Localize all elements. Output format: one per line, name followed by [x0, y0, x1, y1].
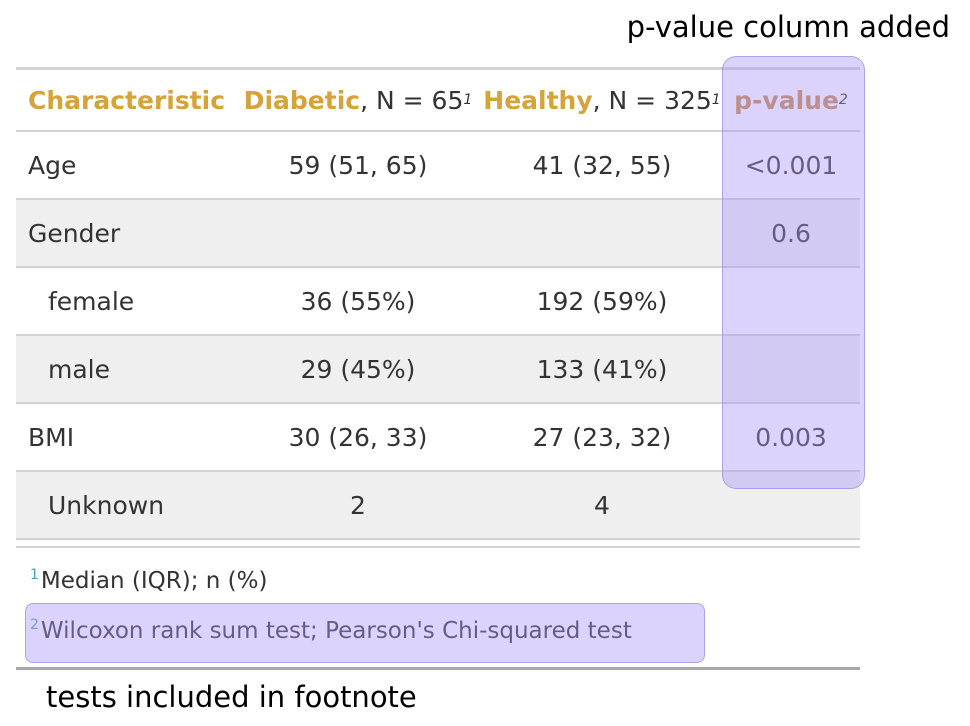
row-p-value: <0.001	[744, 150, 838, 180]
footnote-2: 2Wilcoxon rank sum test; Pearson's Chi-s…	[30, 618, 632, 644]
row-healthy-value: 133 (41%)	[536, 354, 668, 384]
row-label: male	[48, 354, 110, 384]
row-healthy-value: 41 (32, 55)	[532, 150, 672, 180]
header-diabetic-label: Diabetic	[243, 85, 361, 115]
footnote-1: 1Median (IQR); n (%)	[30, 568, 267, 594]
table-row: Age 59 (51, 65) 41 (32, 55) <0.001	[16, 132, 860, 200]
header-diabetic-n: , N = 65	[360, 85, 464, 115]
row-healthy-value: 192 (59%)	[536, 286, 668, 316]
row-p-value: 0.003	[755, 422, 827, 452]
footnote-highlight	[25, 603, 705, 663]
row-healthy-value: 27 (23, 32)	[532, 422, 672, 452]
table-final-rule	[16, 667, 860, 670]
row-diabetic-value: 29 (45%)	[300, 354, 416, 384]
row-label: BMI	[28, 422, 75, 452]
header-p-value-label: p-value	[734, 85, 839, 115]
row-label: Gender	[28, 218, 121, 248]
table-top-rule	[16, 67, 860, 70]
summary-table: Characteristic Diabetic, N = 65 1 Healthy…	[16, 70, 860, 540]
row-p-value: 0.6	[771, 218, 811, 248]
footnote-2-mark: 2	[30, 617, 39, 634]
row-diabetic-value: 59 (51, 65)	[288, 150, 428, 180]
row-healthy-value: 4	[594, 490, 610, 520]
row-diabetic-value: 2	[350, 490, 366, 520]
row-label: Unknown	[48, 490, 165, 520]
table-bottom-rule	[16, 546, 860, 548]
footnote-2-text: Wilcoxon rank sum test; Pearson's Chi-sq…	[40, 618, 632, 644]
header-characteristic-label: Characteristic	[28, 85, 226, 115]
header-diabetic: Diabetic, N = 65 1	[243, 85, 473, 115]
row-label: Age	[28, 150, 77, 180]
table-row: female 36 (55%) 192 (59%)	[16, 268, 860, 336]
annotation-p-value-column: p-value column added	[626, 10, 950, 44]
table-row: male 29 (45%) 133 (41%)	[16, 336, 860, 404]
header-healthy: Healthy, N = 325 1	[483, 85, 721, 115]
table-header-row: Characteristic Diabetic, N = 65 1 Healthy…	[16, 70, 860, 132]
header-characteristic: Characteristic	[28, 70, 225, 130]
row-diabetic-value: 36 (55%)	[300, 286, 416, 316]
row-diabetic-value	[238, 200, 478, 266]
annotation-footnote-tests: tests included in footnote	[46, 680, 417, 714]
table-row: BMI 30 (26, 33) 27 (23, 32) 0.003	[16, 404, 860, 472]
header-healthy-n: , N = 325	[592, 85, 712, 115]
header-healthy-label: Healthy	[483, 85, 593, 115]
header-p-value: p-value 2	[734, 85, 848, 115]
footnote-1-mark: 1	[30, 567, 39, 584]
table-row: Gender 0.6	[16, 200, 860, 268]
p-value-column-highlight	[722, 56, 865, 489]
row-healthy-value	[482, 200, 722, 266]
table-row: Unknown 2 4	[16, 472, 860, 540]
row-label: female	[48, 286, 135, 316]
footnote-1-text: Median (IQR); n (%)	[40, 568, 268, 594]
row-diabetic-value: 30 (26, 33)	[288, 422, 428, 452]
